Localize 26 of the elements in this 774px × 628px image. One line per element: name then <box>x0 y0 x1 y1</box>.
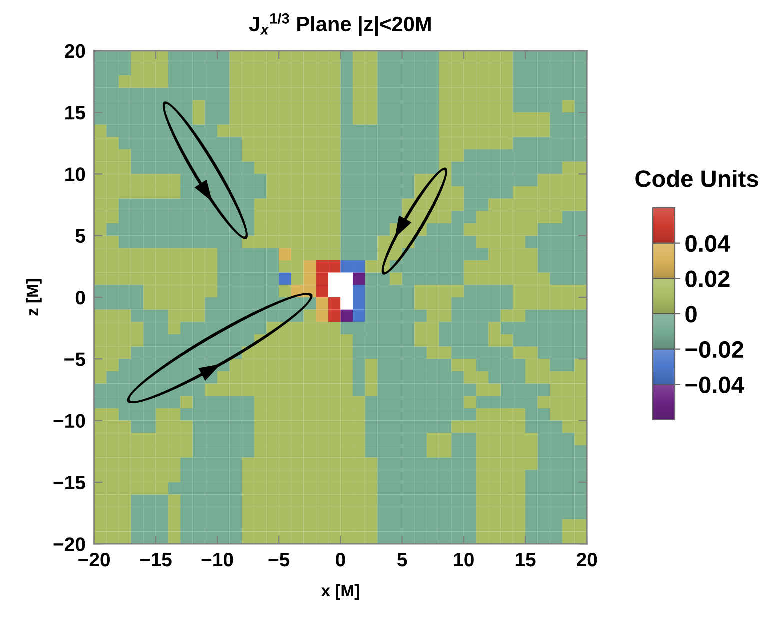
color-bar-label: 0.02 <box>686 270 730 288</box>
color-bar-label: −0.04 <box>686 376 744 394</box>
y-tick-label: 15 <box>66 106 86 120</box>
x-tick-label: −10 <box>202 552 234 567</box>
color-bar-title: Code Units <box>636 170 758 188</box>
y-tick-label: −10 <box>54 414 86 428</box>
y-tick-label: 5 <box>76 230 86 244</box>
y-tick-label: 20 <box>65 44 86 58</box>
x-tick-label: 10 <box>454 552 474 567</box>
y-tick-label: −5 <box>64 352 86 366</box>
y-axis-title: z [M] <box>26 279 42 316</box>
y-tick-label: 0 <box>76 290 86 305</box>
x-tick-label: 5 <box>397 553 408 567</box>
x-tick-label: −15 <box>140 553 172 567</box>
x-tick-label: 20 <box>576 552 598 567</box>
y-tick-label: −15 <box>54 476 86 490</box>
y-tick-label: 10 <box>66 168 86 182</box>
color-bar-label: 0 <box>686 306 697 323</box>
y-tick-label: −20 <box>54 538 86 552</box>
color-bar-label: 0.04 <box>686 235 731 252</box>
x-tick-label: −5 <box>268 553 290 567</box>
x-tick-label: 15 <box>516 553 536 567</box>
x-tick-label: 0 <box>336 552 346 567</box>
chart-title: J$_{x}$$^{1/3}$ Plane |z|<20M <box>249 13 431 36</box>
x-axis-title: x [M] <box>321 584 360 600</box>
color-bar-label: −0.02 <box>686 341 744 358</box>
